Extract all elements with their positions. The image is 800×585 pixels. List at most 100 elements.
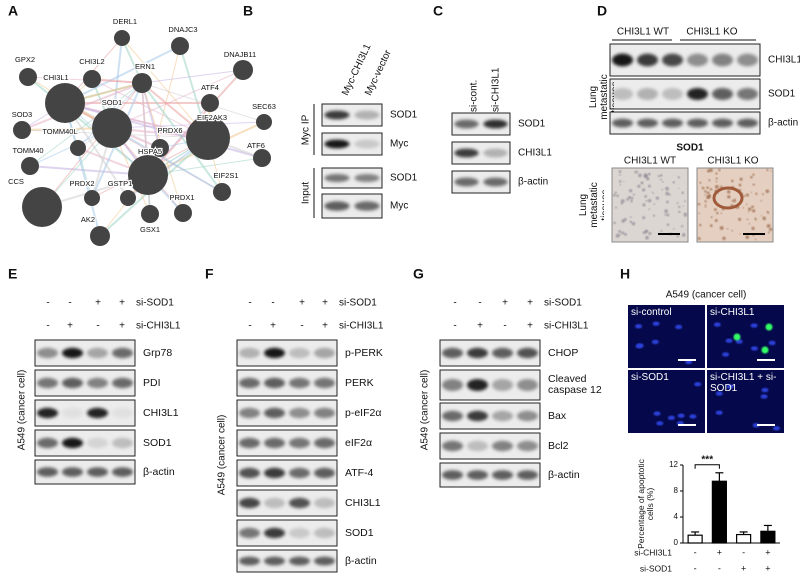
- ihc-cell: [707, 191, 710, 195]
- blot-band: [687, 88, 708, 100]
- row-label-box: Cleaved caspase 12: [548, 374, 602, 396]
- blot-band: [324, 139, 350, 149]
- error-bar: [691, 531, 700, 536]
- ihc-cell: [623, 180, 625, 183]
- blot-band: [483, 119, 508, 129]
- ihc-cell: [760, 215, 763, 217]
- network-node: [186, 116, 230, 160]
- blot-band: [442, 440, 463, 452]
- ihc-cell: [701, 186, 705, 190]
- network-edge: [64, 102, 263, 159]
- network-node: [70, 140, 86, 156]
- ihc-cell: [648, 231, 652, 236]
- blot-band: [239, 437, 260, 449]
- condition-sign: +: [717, 547, 722, 557]
- fluorescence-image: [707, 305, 784, 368]
- ihc-cell: [618, 180, 622, 183]
- network-node: [83, 70, 101, 88]
- ihc-title: SOD1: [676, 143, 704, 154]
- row-label: SOD1: [143, 437, 172, 449]
- node-label: ERN1: [135, 62, 155, 71]
- cell-line-label: A549 (cancer cell): [17, 370, 28, 451]
- condition-sign: +: [741, 563, 746, 573]
- condition-sign: -: [68, 298, 71, 309]
- y-axis-label: Percentage of apoptotic cells (%): [637, 459, 655, 549]
- network-node: [213, 183, 231, 201]
- ihc-cell: [613, 221, 616, 225]
- ihc-cell: [733, 199, 737, 203]
- blot-band: [87, 407, 108, 419]
- ihc-cell: [653, 203, 656, 206]
- ihc-cell: [613, 193, 616, 197]
- ihc-cell: [697, 202, 701, 206]
- condition-label: si-CHI3L1: [339, 321, 384, 332]
- ihc-cell: [629, 196, 631, 199]
- network-node: [174, 204, 192, 222]
- ihc-cell: [704, 203, 707, 206]
- panel-label: C: [433, 3, 443, 19]
- ihc-cell: [665, 191, 670, 196]
- group-label: Myc IP: [301, 114, 312, 145]
- ihc-cell: [630, 199, 633, 203]
- ihc-cell: [646, 177, 650, 181]
- error-bar: [739, 531, 748, 535]
- ihc-cell: [704, 200, 707, 203]
- ihc-cell: [747, 218, 749, 221]
- row-label: Bax: [548, 410, 567, 422]
- blot: [236, 549, 338, 573]
- ihc-cell: [722, 236, 726, 241]
- ihc-cell: [677, 205, 681, 209]
- ihc-cell: [616, 194, 620, 198]
- blot-band: [37, 467, 58, 477]
- condition-sign: -: [694, 563, 697, 573]
- condition-sign: -: [271, 298, 274, 309]
- ihc-cell: [751, 205, 754, 209]
- nucleus: [750, 346, 758, 351]
- network-edge: [29, 82, 143, 167]
- ihc-cell: [672, 228, 675, 230]
- network-node: [90, 226, 110, 246]
- panel-label: H: [620, 266, 630, 282]
- row-label: p-eIF2α: [345, 407, 381, 419]
- condition-sign: +: [322, 321, 328, 332]
- panel-label: F: [205, 266, 214, 282]
- row-label: PDI: [143, 377, 161, 389]
- side-label-box: Lung metastatic tissues: [588, 74, 614, 120]
- blot-band: [662, 53, 683, 67]
- condition-sign: -: [46, 321, 49, 332]
- condition-sign: -: [248, 321, 251, 332]
- network-node: [45, 83, 85, 123]
- blot-band: [517, 410, 538, 422]
- condition-sign: -: [742, 547, 745, 557]
- ihc-cell: [615, 206, 618, 209]
- ihc-cell: [683, 200, 686, 203]
- blot-band: [289, 347, 310, 359]
- apoptotic-cell: [761, 346, 769, 354]
- blot-band: [62, 437, 83, 449]
- condition-label: si-SOD1: [640, 563, 672, 573]
- nucleus: [689, 414, 697, 419]
- ihc-cell: [632, 193, 635, 196]
- ihc-cell: [765, 189, 770, 194]
- row-label: Grp78: [143, 347, 172, 359]
- blot-band: [442, 410, 463, 422]
- blot-band: [467, 410, 488, 422]
- condition-label: si-SOD1: [339, 298, 377, 309]
- node-label: HSPA5: [138, 147, 162, 156]
- condition-sign: -: [46, 298, 49, 309]
- row-label: SOD1: [345, 527, 374, 539]
- ihc-cell: [678, 210, 681, 214]
- blot-band: [87, 377, 108, 389]
- blot-band: [289, 497, 310, 509]
- fluorescence-image: [707, 370, 784, 433]
- condition-sign: +: [527, 298, 533, 309]
- row-label: β-actin: [345, 555, 377, 567]
- blot-band: [517, 440, 538, 452]
- condition-sign: +: [322, 298, 328, 309]
- condition-sign: +: [477, 321, 483, 332]
- ihc-cell: [718, 168, 721, 172]
- network-edge: [141, 82, 223, 193]
- row-label: ATF-4: [345, 467, 374, 479]
- ihc-cell: [699, 181, 702, 184]
- node-label: GSTP1: [108, 179, 133, 188]
